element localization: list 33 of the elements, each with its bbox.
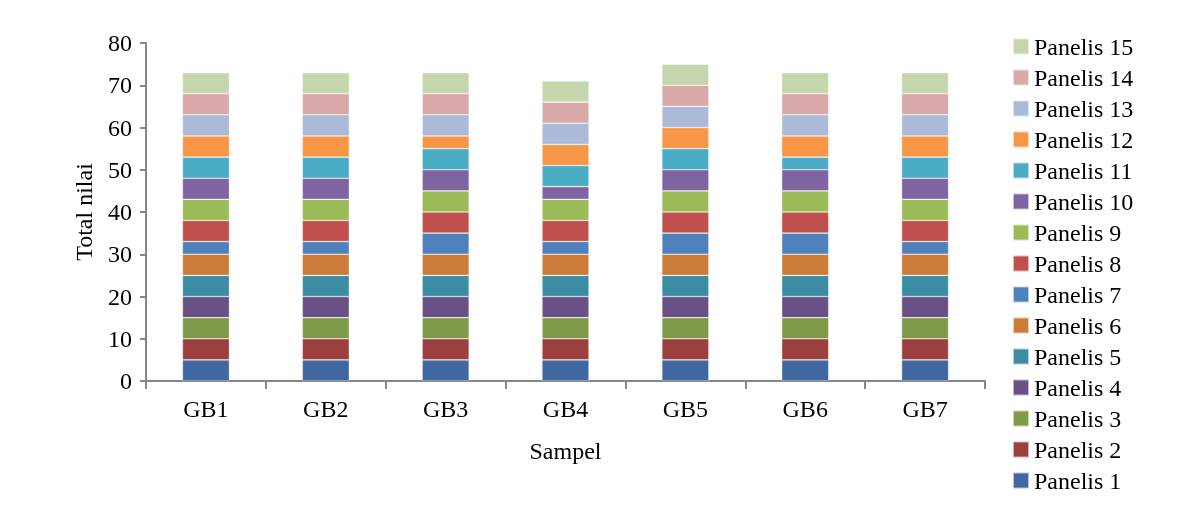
y-tick-label: 70 bbox=[108, 72, 132, 99]
y-tick-label: 60 bbox=[108, 114, 132, 141]
legend-label: Panelis 5 bbox=[1034, 343, 1122, 370]
legend-label: Panelis 2 bbox=[1034, 436, 1122, 463]
legend-label: Panelis 8 bbox=[1034, 250, 1122, 277]
legend-label: Panelis 1 bbox=[1034, 467, 1122, 494]
legend-label: Panelis 6 bbox=[1034, 312, 1122, 339]
legend-label: Panelis 12 bbox=[1034, 126, 1134, 153]
x-tick-label: GB2 bbox=[303, 396, 349, 422]
x-tick-label: GB7 bbox=[902, 396, 948, 422]
legend-label: Panelis 7 bbox=[1034, 281, 1122, 308]
y-tick-label: 30 bbox=[108, 241, 132, 268]
y-tick-label: 50 bbox=[108, 156, 132, 183]
legend-label: Panelis 4 bbox=[1034, 374, 1122, 401]
legend-label: Panelis 13 bbox=[1034, 95, 1134, 122]
y-tick-label: 20 bbox=[108, 283, 132, 310]
y-tick-label: 40 bbox=[108, 199, 132, 225]
x-axis-title: Sampel bbox=[529, 438, 602, 464]
y-tick-label: 80 bbox=[108, 30, 132, 56]
legend-label: Panelis 3 bbox=[1034, 405, 1122, 432]
x-tick-label: GB5 bbox=[662, 396, 709, 422]
y-tick-label: 10 bbox=[108, 325, 132, 352]
x-tick-label: GB3 bbox=[422, 396, 469, 422]
legend-label: Panelis 15 bbox=[1034, 33, 1134, 60]
legend-label: Panelis 11 bbox=[1034, 157, 1133, 184]
legend-label: Panelis 10 bbox=[1034, 188, 1134, 215]
y-tick-label: 0 bbox=[120, 368, 132, 394]
x-tick-label: GB4 bbox=[542, 396, 589, 422]
legend-label: Panelis 9 bbox=[1034, 219, 1122, 246]
x-tick-label: GB6 bbox=[782, 396, 828, 422]
x-tick-label: GB1 bbox=[183, 396, 229, 422]
y-axis-title: Total nilai bbox=[71, 162, 97, 261]
legend-label: Panelis 14 bbox=[1034, 64, 1134, 91]
